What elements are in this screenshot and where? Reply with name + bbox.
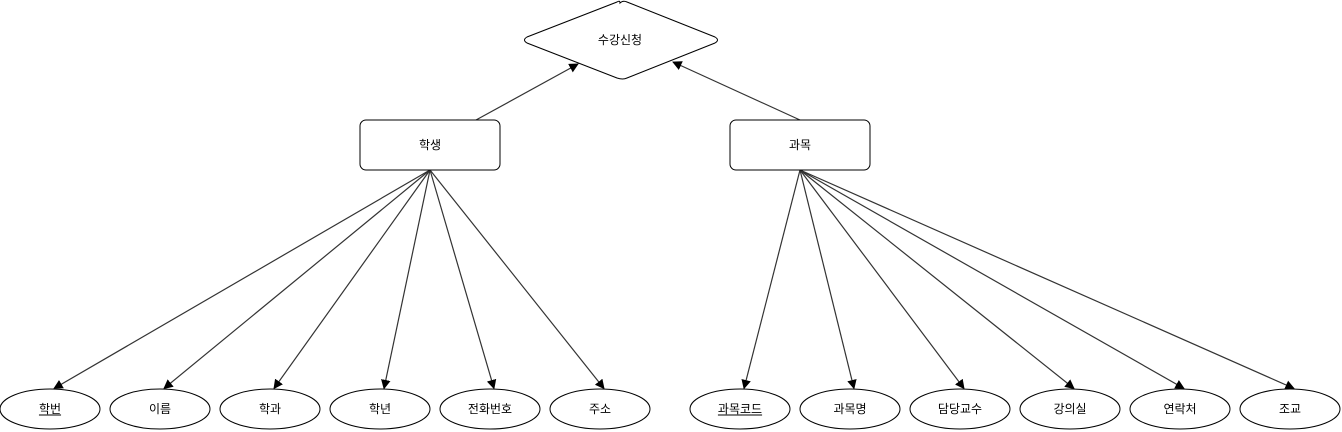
attribute-student-1[interactable]: 이름	[109, 388, 211, 430]
attribute-label: 이름	[149, 402, 171, 416]
attribute-ellipses: 학번 이름 학과 학년 전화번호 주소 과목코드 과목명 담당교수 강의실 연락처 조교	[0, 388, 1341, 430]
entity-student[interactable]: 학생	[359, 119, 501, 171]
edge-student-to-relationship	[475, 63, 579, 121]
attribute-label: 학년	[369, 402, 391, 416]
attribute-student-5[interactable]: 주소	[549, 388, 651, 430]
attribute-student-4[interactable]: 전화번호	[439, 388, 541, 430]
edge-student-attribute-5	[429, 169, 605, 390]
attribute-course-1[interactable]: 과목명	[799, 388, 901, 430]
attribute-course-5[interactable]: 조교	[1239, 388, 1341, 430]
edge-course-attribute-3	[799, 169, 1075, 390]
attribute-label: 과목명	[833, 402, 866, 416]
attribute-label: 학번	[39, 402, 61, 416]
edge-student-attribute-3	[381, 169, 431, 390]
edge-course-attribute-2	[799, 169, 965, 390]
attribute-label: 강의실	[1053, 402, 1086, 416]
attribute-student-3[interactable]: 학년	[329, 388, 431, 430]
attribute-course-4[interactable]: 연락처	[1129, 388, 1231, 430]
attribute-label: 연락처	[1163, 402, 1196, 416]
attribute-course-3[interactable]: 강의실	[1019, 388, 1121, 430]
edge-student-attribute-4	[429, 169, 497, 390]
attribute-label: 학과	[259, 402, 281, 416]
connector-lines	[53, 61, 1295, 390]
relationship-diamond[interactable]: 수강신청	[524, 0, 718, 80]
edge-course-attribute-0	[741, 169, 801, 390]
entity-student-label: 학생	[419, 138, 441, 152]
attribute-label: 전화번호	[468, 402, 512, 416]
edge-course-attribute-5	[799, 169, 1295, 390]
edge-course-attribute-1	[799, 169, 857, 390]
edge-course-attribute-4	[799, 169, 1185, 390]
edge-student-attribute-2	[273, 169, 431, 390]
attribute-course-0[interactable]: 과목코드	[689, 388, 791, 430]
attribute-label: 조교	[1279, 402, 1301, 416]
entity-course[interactable]: 과목	[729, 119, 871, 171]
edge-student-attribute-1	[163, 169, 431, 390]
attribute-label: 담당교수	[938, 402, 982, 416]
edge-student-attribute-0	[53, 169, 431, 390]
attribute-label: 과목코드	[718, 402, 762, 416]
edge-course-to-relationship	[672, 61, 801, 121]
relationship-label: 수강신청	[598, 33, 642, 47]
attribute-student-2[interactable]: 학과	[219, 388, 321, 430]
attribute-student-0[interactable]: 학번	[0, 388, 101, 430]
entity-course-label: 과목	[789, 138, 811, 152]
attribute-course-2[interactable]: 담당교수	[909, 388, 1011, 430]
attribute-label: 주소	[589, 402, 611, 416]
